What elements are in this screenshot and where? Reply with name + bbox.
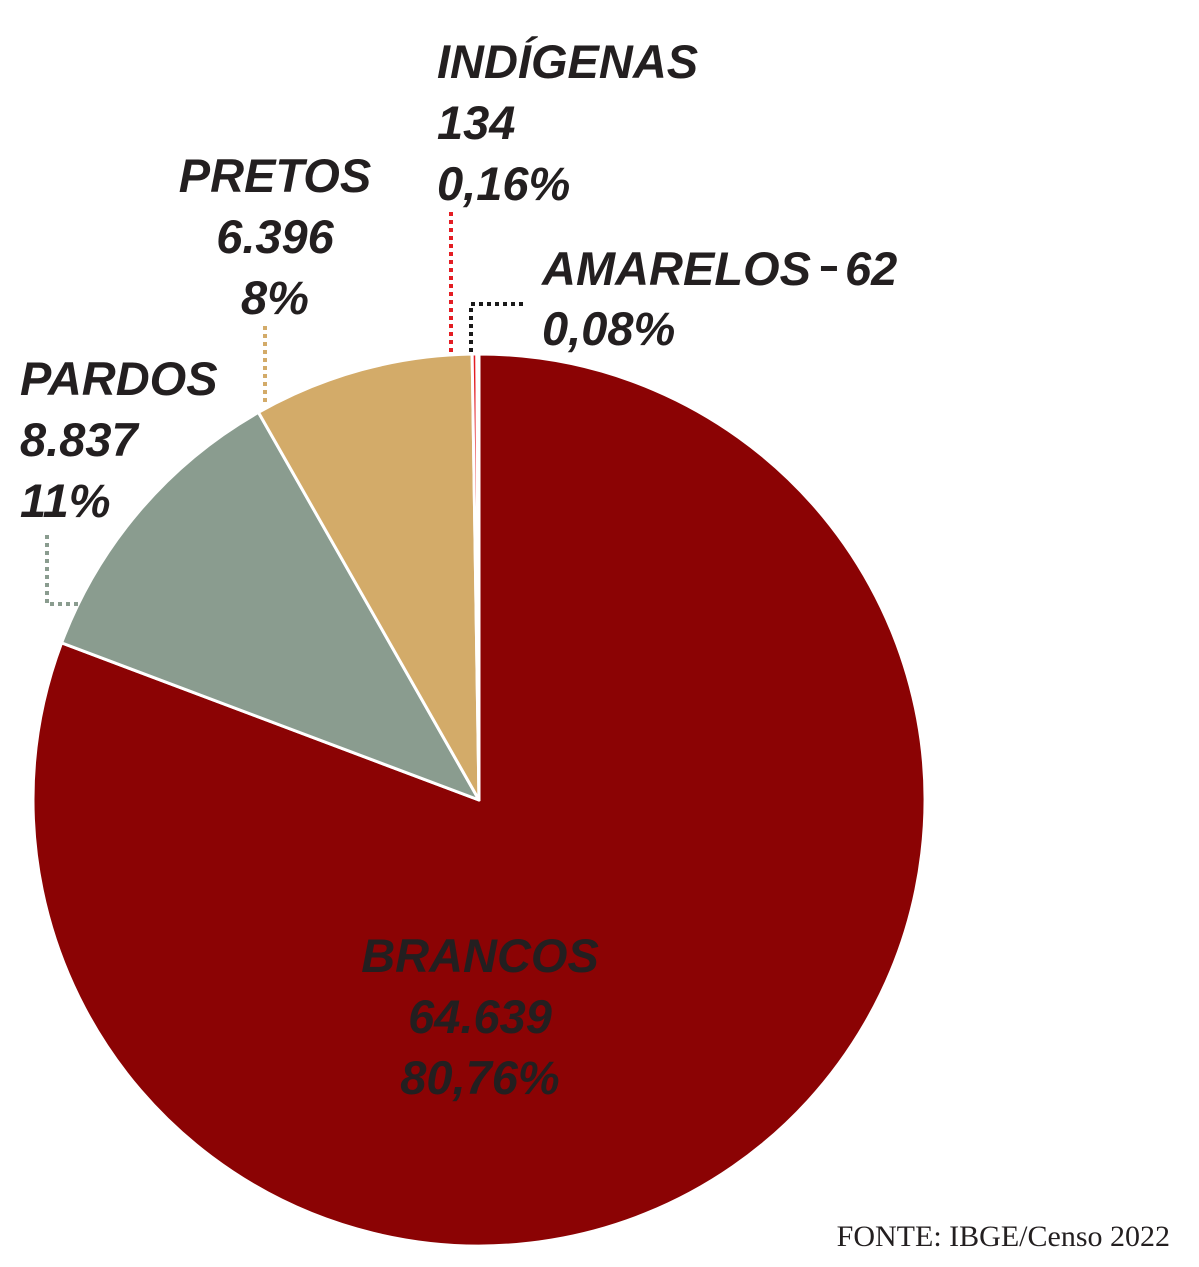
value-label: 134 (437, 96, 515, 149)
percent-label: 0,08% (542, 302, 675, 355)
value-label: 6.396 (216, 210, 334, 263)
pie-slice (256, 352, 481, 802)
separator (820, 266, 837, 271)
category-label: INDÍGENAS (437, 35, 698, 88)
category-label: BRANCOS (361, 929, 599, 982)
category-label: PARDOS (20, 352, 218, 405)
percent-label: 11% (20, 474, 111, 527)
value-label: 62 (845, 242, 897, 295)
category-label: AMARELOS (541, 242, 811, 295)
labels: BRANCOS 64.639 80,76% PARDOS 8.837 11% PRETOS 6… (20, 35, 897, 1104)
percent-label: 0,16% (437, 157, 570, 210)
percent-label: 80,76% (400, 1051, 559, 1104)
pie (31, 352, 927, 1248)
value-label: 64.639 (408, 990, 552, 1043)
category-label: PRETOS (179, 149, 371, 202)
percent-label: 8% (241, 271, 309, 324)
value-label: 8.837 (20, 413, 139, 466)
source: FONTE: IBGE/Censo 2022 (837, 1220, 1170, 1253)
leader-line (45, 535, 80, 606)
pie-slice (475, 352, 481, 802)
pie-slice (60, 410, 481, 802)
leader-line (469, 302, 524, 352)
